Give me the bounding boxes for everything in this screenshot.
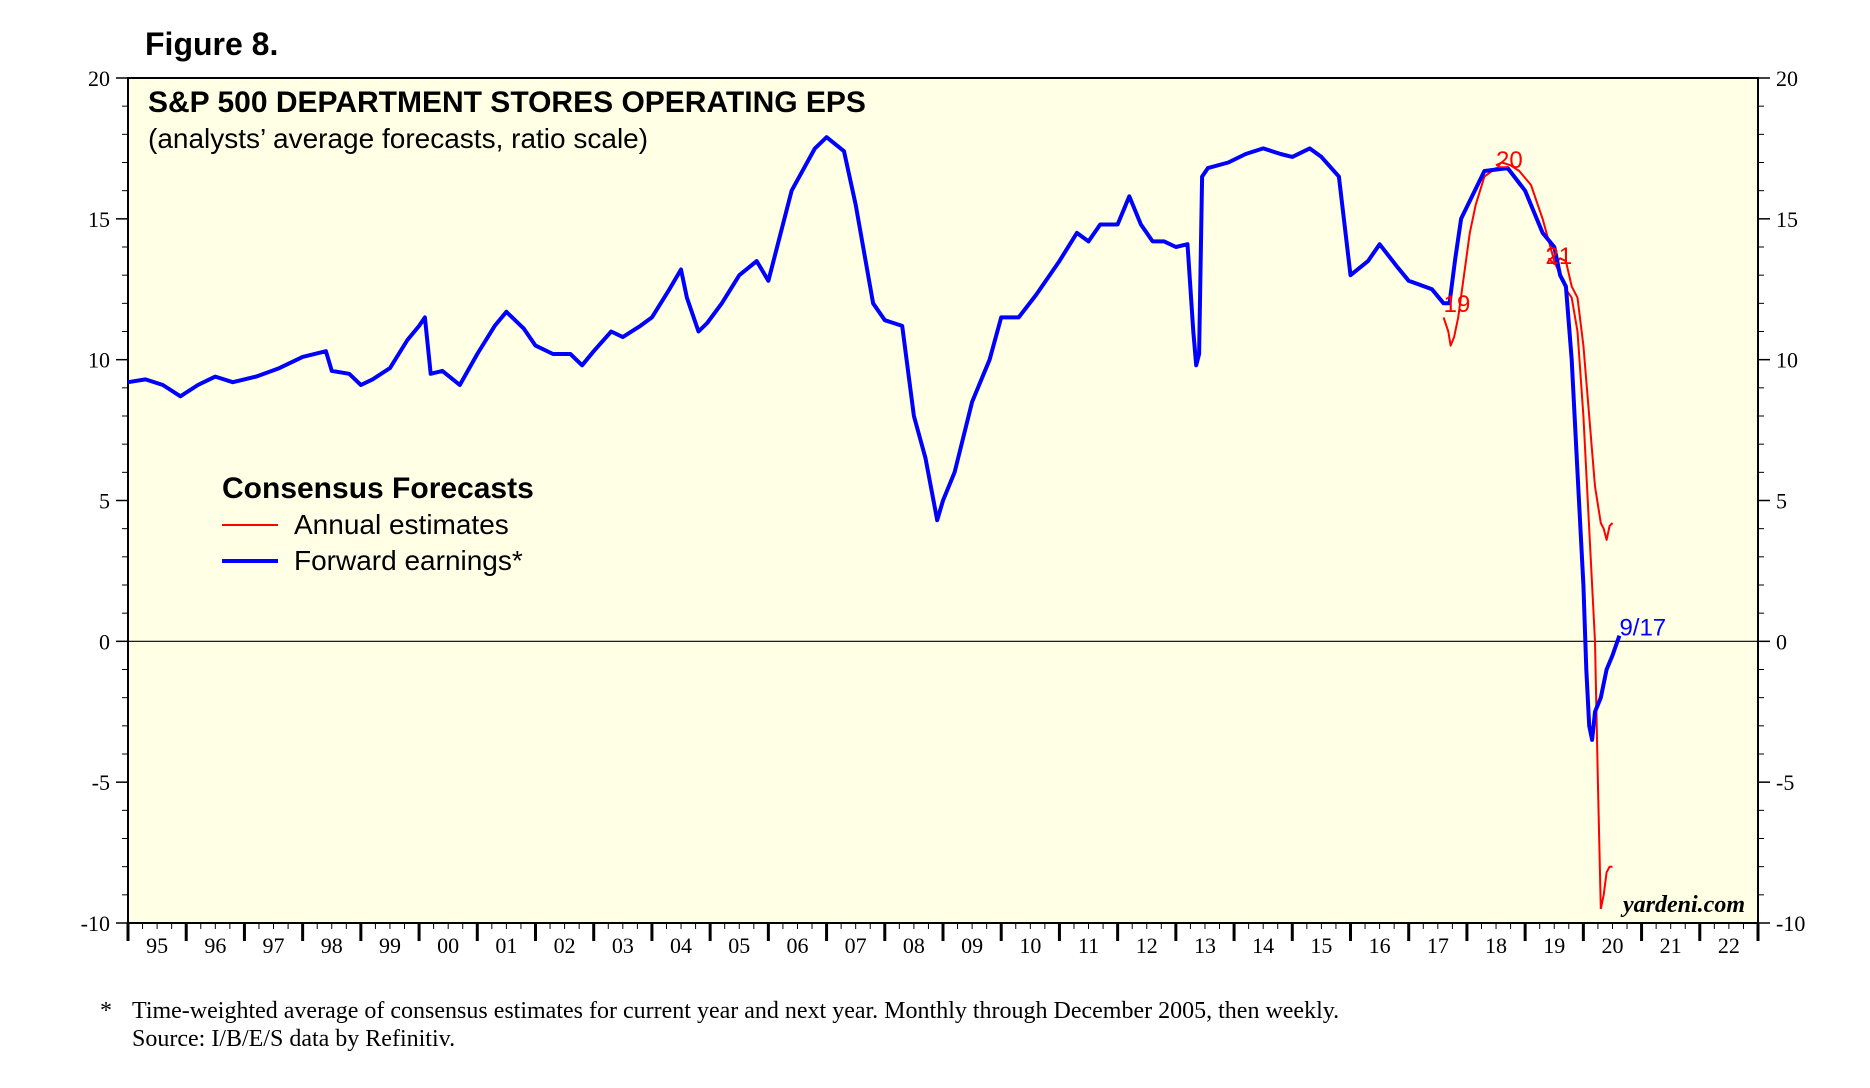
x-tick-label: 03 (612, 933, 634, 958)
x-axis: 95 96 97 98 99 00 01 02 03 04 05 06 07 08 09 10 11 12 13 14… (126, 923, 1760, 958)
x-tick-label: 18 (1485, 933, 1507, 958)
y-axis-right: -10 -5 0 5 10 15 20 (1758, 66, 1805, 936)
annotation-label: 9/17 (1619, 615, 1666, 642)
y-tick-label-right: -10 (1776, 911, 1805, 936)
x-tick-label: 10 (1019, 933, 1041, 958)
x-tick-label: 06 (786, 933, 808, 958)
series-layer (127, 135, 1622, 910)
x-tick-label: 17 (1427, 933, 1449, 958)
x-tick-label: 19 (1543, 933, 1565, 958)
x-tick-label: 13 (1194, 933, 1216, 958)
figure-label: Figure 8. (145, 26, 278, 62)
y-tick-label-left: 0 (99, 629, 110, 654)
watermark: yardeni.com (1620, 892, 1745, 918)
footnote-source: Source: I/B/E/S data by Refinitiv. (132, 1026, 455, 1052)
x-tick-label: 01 (495, 933, 517, 958)
chart-subtitle: (analysts’ average forecasts, ratio scal… (148, 123, 648, 154)
footnote-marker: * (100, 998, 112, 1024)
y-tick-label-right: 0 (1776, 629, 1787, 654)
y-tick-label-right: 20 (1776, 66, 1798, 91)
x-tick-label: 09 (961, 933, 983, 958)
x-tick-label: 04 (670, 933, 692, 958)
x-tick-label: 07 (845, 933, 867, 958)
legend-label-annual: Annual estimates (294, 509, 509, 540)
legend: Consensus Forecasts Annual estimates For… (222, 472, 534, 576)
annotation-label: 19 (1444, 291, 1471, 318)
x-tick-label: 22 (1718, 933, 1740, 958)
series-line-forward (127, 135, 1622, 742)
y-tick-label-right: 5 (1776, 489, 1787, 514)
x-tick-label: 21 (1660, 933, 1682, 958)
x-tick-label: 98 (321, 933, 343, 958)
annotation-label: 20 (1496, 147, 1523, 174)
x-tick-label: 97 (263, 933, 285, 958)
x-tick-label: 12 (1136, 933, 1158, 958)
x-tick-label: 14 (1252, 933, 1274, 958)
x-tick-label: 08 (903, 933, 925, 958)
series-line-annual (1599, 865, 1613, 910)
y-axis-left: -10 -5 0 5 10 15 20 (81, 66, 128, 936)
chart-title: S&P 500 DEPARTMENT STORES OPERATING EPS (148, 86, 866, 119)
legend-label-forward: Forward earnings* (294, 545, 523, 576)
y-tick-label-left: 15 (88, 207, 110, 232)
x-tick-label: 95 (146, 933, 168, 958)
x-tick-label: 11 (1078, 933, 1099, 958)
footnote-line1: Time-weighted average of consensus estim… (132, 998, 1339, 1024)
annotations: 19 20 21 9/17 (1444, 147, 1667, 642)
y-tick-label-right: 15 (1776, 207, 1798, 232)
x-tick-label: 99 (379, 933, 401, 958)
x-tick-label: 00 (437, 933, 459, 958)
y-tick-label-right: -5 (1776, 770, 1794, 795)
x-tick-label: 05 (728, 933, 750, 958)
x-tick-label: 20 (1601, 933, 1623, 958)
x-tick-label: 16 (1369, 933, 1391, 958)
y-tick-label-left: 5 (99, 489, 110, 514)
y-tick-label-left: -10 (81, 911, 110, 936)
y-tick-label-left: -5 (92, 770, 110, 795)
x-tick-label: 96 (204, 933, 226, 958)
series-line-annual (1547, 257, 1614, 541)
y-tick-label-right: 10 (1776, 348, 1798, 373)
x-tick-label: 02 (554, 933, 576, 958)
y-tick-label-left: 10 (88, 348, 110, 373)
y-tick-label-left: 20 (88, 66, 110, 91)
x-tick-label: 15 (1310, 933, 1332, 958)
legend-title: Consensus Forecasts (222, 472, 534, 505)
annotation-label: 21 (1546, 243, 1573, 270)
